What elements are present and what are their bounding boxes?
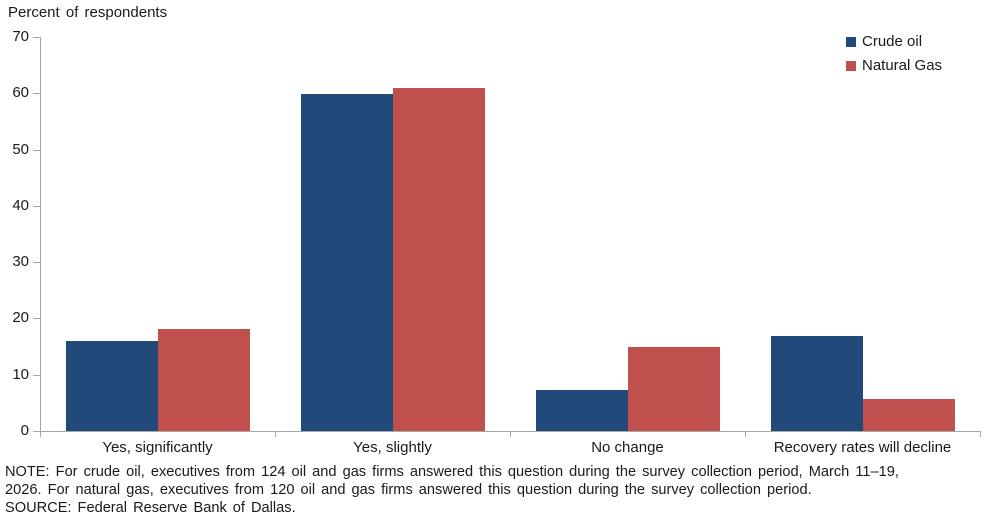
- y-axis-tick-label: 10: [12, 366, 29, 383]
- bar-natural-gas: [158, 329, 250, 431]
- y-axis-tick-label: 20: [12, 309, 29, 326]
- x-category-label: Recovery rates will decline: [773, 439, 952, 456]
- bar-crude-oil: [771, 336, 863, 431]
- note-block: NOTE: For crude oil, executives from 124…: [5, 463, 899, 517]
- x-axis-line: [39, 431, 981, 432]
- y-axis-tick: [33, 375, 40, 376]
- legend-item-natural-gas: Natural Gas: [846, 56, 942, 75]
- x-axis-tick: [40, 432, 41, 437]
- source-line: SOURCE: Federal Reserve Bank of Dallas.: [5, 500, 296, 516]
- bar-natural-gas: [863, 399, 955, 431]
- y-axis-line: [40, 37, 41, 432]
- y-axis-tick: [33, 37, 40, 38]
- legend-swatch-natural-gas: [846, 60, 856, 71]
- y-axis-tick-label: 50: [12, 141, 29, 158]
- note-line-2: 2026. For natural gas, executives from 1…: [5, 482, 812, 498]
- legend-label-crude-oil: Crude oil: [862, 33, 923, 50]
- y-axis-tick-label: 40: [12, 197, 29, 214]
- legend-label-natural-gas: Natural Gas: [862, 57, 943, 74]
- x-category-label: No change: [591, 439, 664, 456]
- y-axis-tick-label: 60: [12, 84, 29, 101]
- x-category-label: Yes, slightly: [353, 439, 432, 456]
- chart-title: Percent of respondents: [8, 4, 168, 21]
- y-axis-tick: [33, 150, 40, 151]
- bar-natural-gas: [393, 88, 485, 431]
- y-axis-tick: [33, 206, 40, 207]
- plot-area: 0 10 20 30 40 50 60 70 Yes, significantly Yes, sl…: [12, 28, 981, 456]
- x-axis-tick: [980, 432, 981, 437]
- x-axis-tick: [510, 432, 511, 437]
- y-axis-tick-label: 0: [20, 422, 29, 439]
- x-category-label: Yes, significantly: [102, 439, 213, 456]
- bar-natural-gas: [628, 347, 720, 431]
- y-axis-tick-label: 30: [12, 253, 29, 270]
- y-axis-tick: [33, 318, 40, 319]
- x-axis-tick: [275, 432, 276, 437]
- legend: Crude oil Natural Gas: [846, 32, 942, 75]
- y-axis-tick: [33, 262, 40, 263]
- bar-crude-oil: [66, 341, 158, 431]
- legend-item-crude-oil: Crude oil: [846, 32, 942, 51]
- x-axis-tick: [745, 432, 746, 437]
- bar-crude-oil: [301, 94, 393, 431]
- y-axis-tick: [33, 93, 40, 94]
- note-line-1: NOTE: For crude oil, executives from 124…: [5, 464, 899, 480]
- bar-crude-oil: [536, 390, 628, 431]
- y-axis-tick-label: 70: [12, 28, 29, 45]
- legend-swatch-crude-oil: [846, 36, 856, 47]
- y-axis-tick: [33, 431, 40, 432]
